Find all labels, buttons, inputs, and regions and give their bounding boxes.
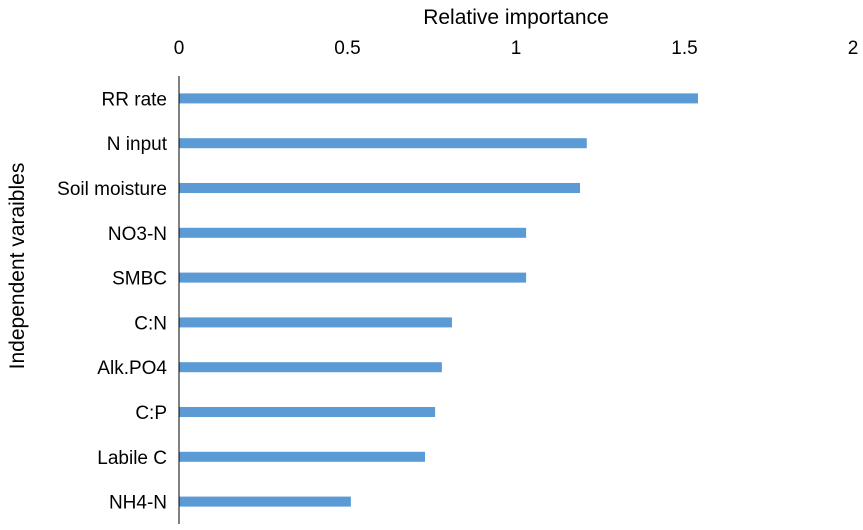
bar — [179, 93, 698, 104]
category-label: Soil moisture — [57, 179, 167, 200]
bar — [179, 227, 527, 238]
x-tick-label: 0 — [174, 38, 185, 59]
x-tick-label: 1 — [511, 38, 522, 59]
bar — [179, 451, 426, 462]
bar — [179, 496, 351, 507]
x-axis-tick-labels: 0 0.5 1 1.5 2 — [174, 38, 859, 59]
category-label: N input — [107, 134, 168, 155]
bars — [179, 93, 698, 507]
x-tick-label: 2 — [848, 38, 859, 59]
category-labels: RR rate N input Soil moisture NO3-N SMBC C:N A… — [57, 89, 168, 513]
y-axis-title: Independent varaibles — [6, 163, 29, 370]
x-tick-label: 0.5 — [334, 38, 360, 59]
category-label: C:P — [135, 403, 167, 424]
category-label: SMBC — [112, 269, 167, 290]
x-axis-title: Relative importance — [423, 6, 609, 29]
bar — [179, 407, 436, 417]
bar — [179, 317, 452, 328]
category-label: Labile C — [97, 448, 167, 469]
bar — [179, 138, 587, 149]
category-label: NO3-N — [108, 224, 167, 245]
x-tick-label: 1.5 — [671, 38, 697, 59]
category-label: RR rate — [102, 89, 167, 110]
category-label: Alk.PO4 — [97, 358, 167, 379]
bar — [179, 362, 442, 373]
category-label: NH4-N — [109, 493, 167, 514]
bar — [179, 272, 527, 283]
category-label: C:N — [134, 313, 167, 334]
bar — [179, 183, 581, 193]
